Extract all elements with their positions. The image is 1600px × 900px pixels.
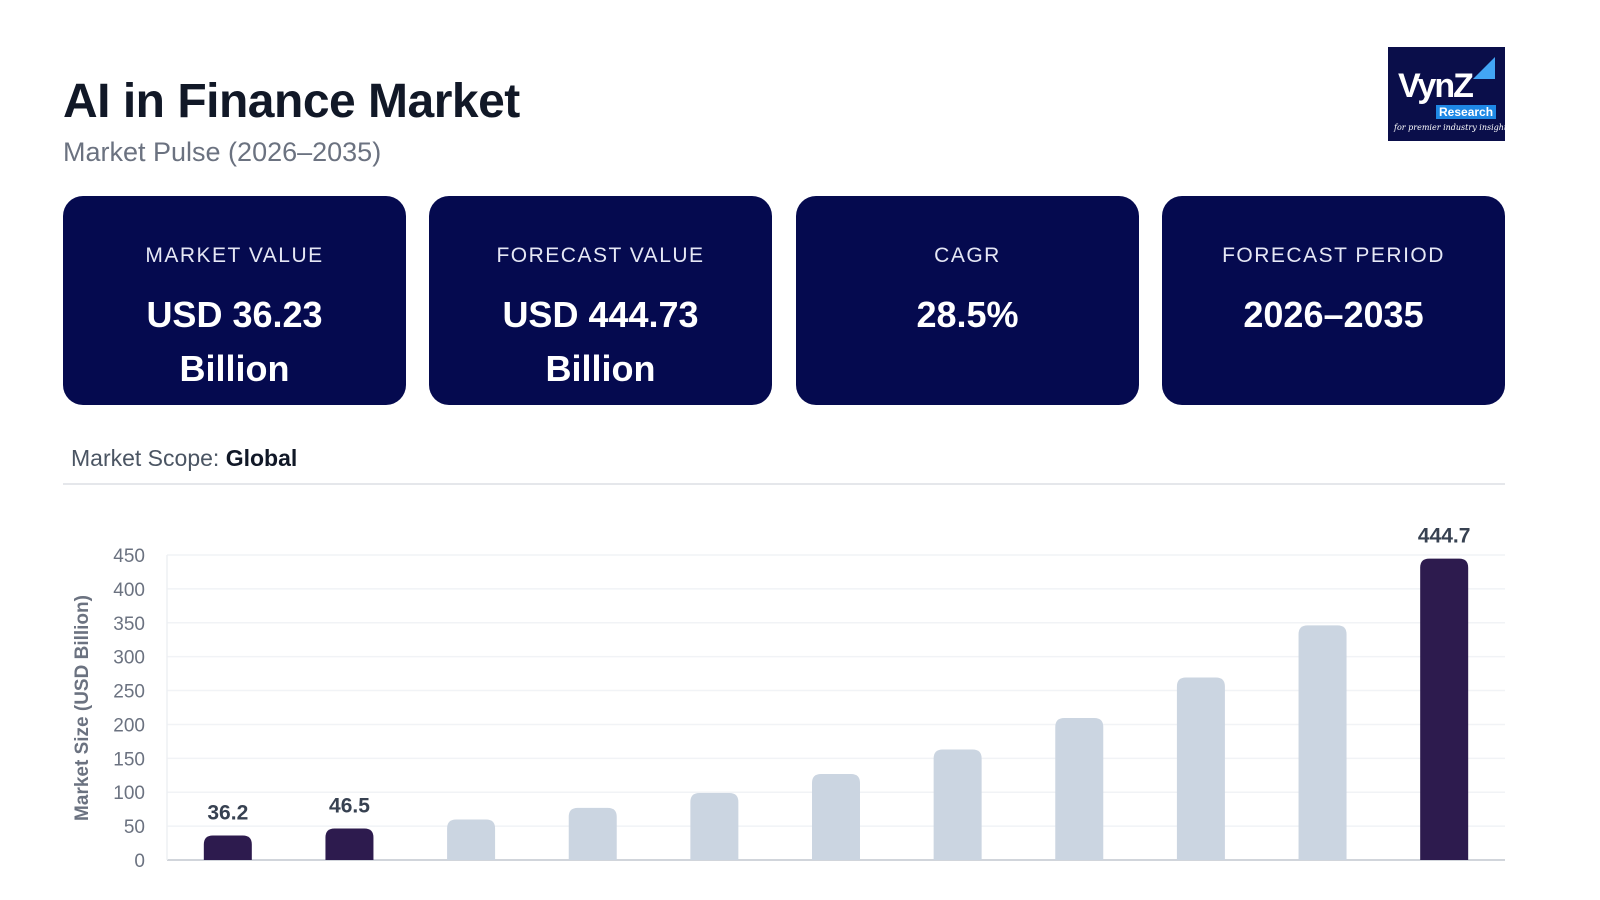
card-value: 28.5%	[916, 294, 1019, 335]
market-value-card: MARKET VALUE USD 36.23 Billion	[63, 196, 406, 405]
logo-name: VynZ	[1398, 67, 1474, 105]
market-scope: Market Scope: Global	[71, 445, 298, 471]
logo-mark-icon	[1473, 57, 1495, 79]
bar	[690, 793, 739, 860]
page-title: AI in Finance Market	[63, 75, 520, 128]
y-tick-label: 350	[113, 614, 145, 635]
data-label: 36.2	[207, 801, 248, 824]
bar	[933, 749, 982, 860]
forecast-value-card: FORECAST VALUE USD 444.73 Billion	[429, 196, 772, 405]
cagr-card: CAGR 28.5%	[796, 196, 1139, 405]
forecast-period-card: FORECAST PERIOD 2026–2035	[1162, 196, 1505, 405]
card-value: 2026–2035	[1243, 294, 1424, 335]
y-tick-label: 150	[113, 749, 145, 770]
page-subtitle: Market Pulse (2026–2035)	[63, 137, 382, 167]
y-tick-label: 100	[113, 783, 145, 804]
y-axis-label: Market Size (USD Billion)	[72, 595, 93, 821]
card-label: CAGR	[934, 244, 1001, 267]
vynz-logo: VynZ Research for premier industry insig…	[1388, 47, 1511, 141]
data-label: 46.5	[329, 794, 370, 817]
y-tick-label: 50	[124, 817, 145, 838]
card-value: USD 36.23 Billion	[146, 294, 323, 389]
bar	[1055, 717, 1104, 860]
logo-tagline: for premier industry insights	[1394, 123, 1512, 132]
card-value: USD 444.73 Billion	[502, 294, 699, 389]
data-label: 444.7	[1418, 525, 1471, 548]
y-tick-label: 450	[113, 546, 145, 567]
bar	[812, 773, 860, 860]
card-label: FORECAST VALUE	[496, 244, 705, 267]
bar	[325, 828, 374, 860]
y-tick-label: 200	[113, 715, 145, 736]
bar	[447, 819, 496, 860]
bar	[1298, 625, 1347, 860]
y-tick-label: 400	[113, 580, 145, 601]
divider	[63, 483, 1505, 485]
bar	[1176, 677, 1225, 860]
logo-sub: Research	[1436, 105, 1497, 119]
bar	[203, 835, 252, 860]
card-label: FORECAST PERIOD	[1222, 244, 1445, 267]
card-label: MARKET VALUE	[145, 244, 324, 267]
y-tick-label: 300	[113, 648, 145, 669]
bar	[1420, 558, 1469, 860]
y-tick-label: 0	[134, 851, 145, 872]
y-tick-label: 250	[113, 682, 145, 703]
bar	[568, 807, 617, 860]
